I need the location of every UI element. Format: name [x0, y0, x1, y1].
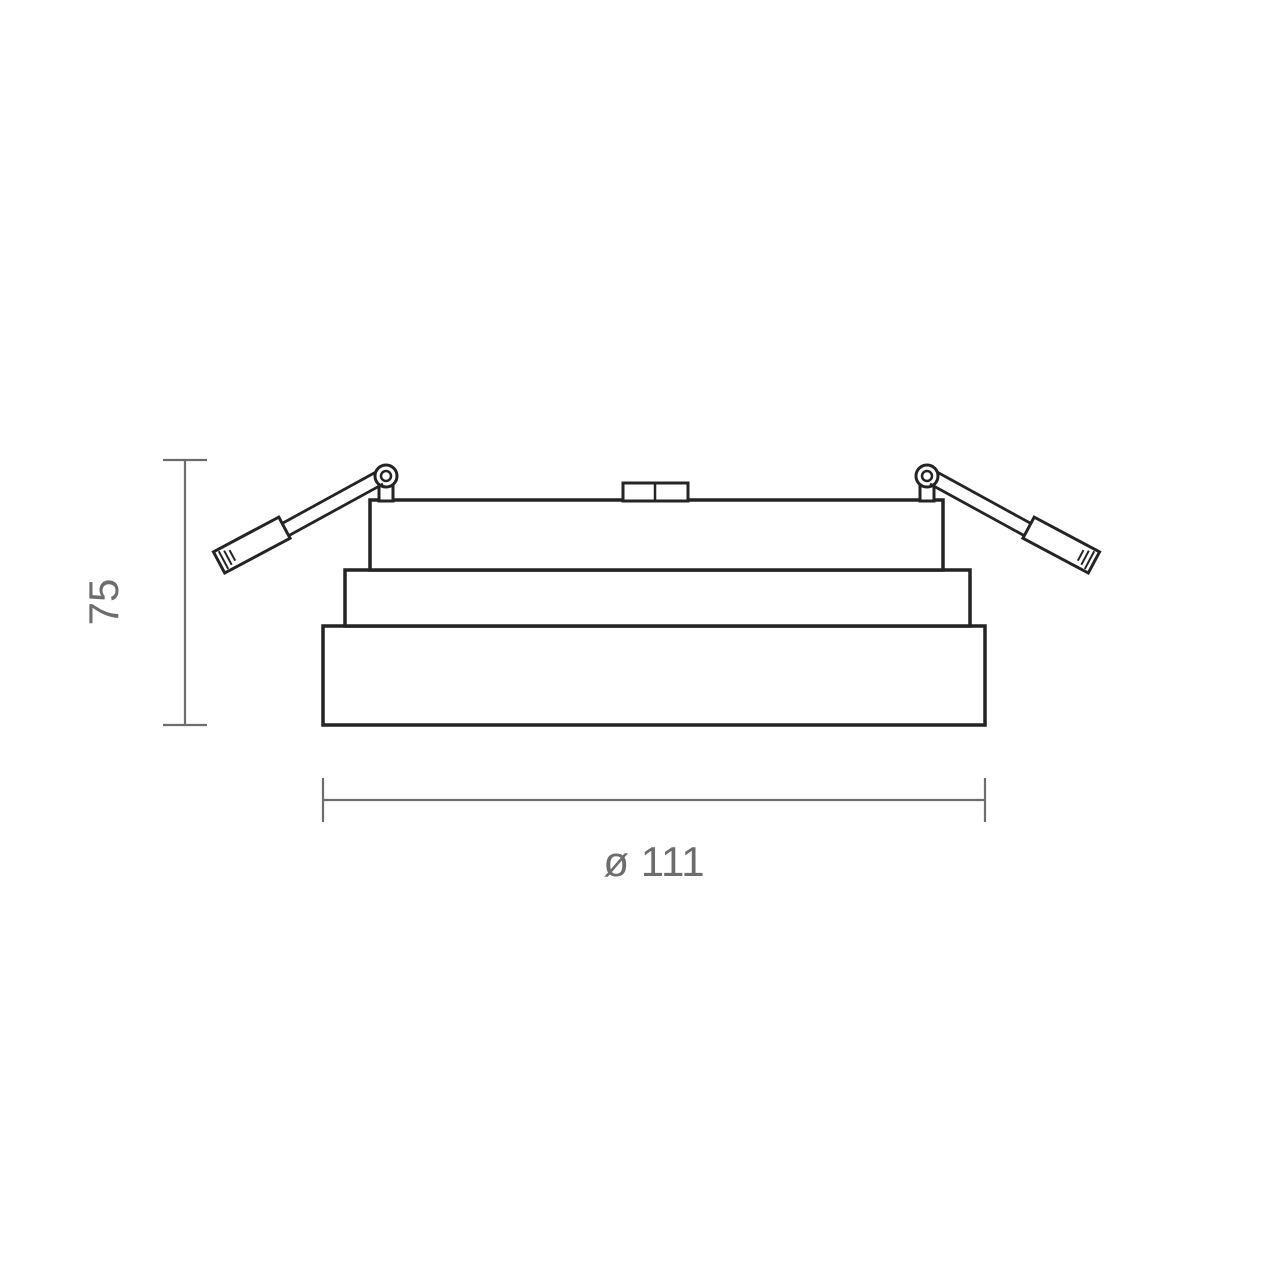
dimension-height [163, 460, 207, 725]
technical-drawing: 75 ø 111 [0, 0, 1280, 1280]
dimension-diameter [323, 778, 985, 822]
clip-pivot-inner-right [922, 471, 932, 481]
clip-pivot-inner-left [381, 471, 391, 481]
downlight-body [323, 483, 985, 725]
clip-arm-b-left [279, 484, 383, 541]
bezel-mid [345, 570, 970, 626]
dimension-diameter-label: ø 111 [603, 838, 704, 885]
clip-arm-a-left [272, 472, 376, 529]
clip-sleeve-right [1023, 517, 1100, 573]
dimension-height-label: 75 [80, 579, 127, 626]
clip-sleeve-left [213, 517, 290, 573]
clip-arm-b-right [930, 484, 1034, 541]
housing-top [370, 500, 943, 570]
clip-arm-a-right [937, 472, 1041, 529]
bezel-bottom [323, 626, 985, 725]
